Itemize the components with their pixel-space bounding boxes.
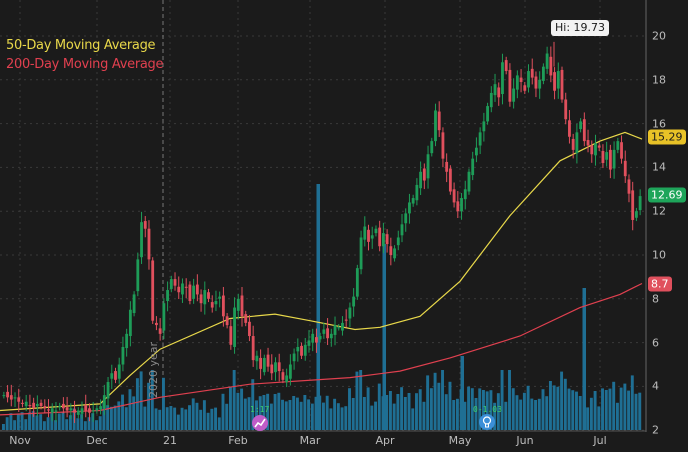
y-tick-label: 18: [652, 73, 666, 87]
year-divider-label: 2020 year: [147, 341, 160, 398]
y-tick-label: 8: [652, 292, 659, 306]
split-event-text: 1:17: [250, 405, 270, 414]
y-tick-label: 6: [652, 336, 659, 350]
y-tick-label: 2: [652, 423, 659, 437]
x-tick-label: May: [448, 434, 472, 447]
y-tick-label: 14: [652, 160, 666, 174]
x-tick-label: Dec: [86, 434, 108, 447]
x-tick-label: 21: [163, 434, 177, 447]
legend-ma200: 200-Day Moving Average: [6, 57, 164, 72]
last-price-badge: 12.69: [648, 187, 686, 203]
y-tick-label: 16: [652, 117, 666, 131]
split-event-marker[interactable]: [252, 415, 268, 431]
x-tick-label: Nov: [9, 434, 31, 447]
trend-icon: [254, 418, 266, 428]
x-tick-label: Mar: [299, 434, 321, 447]
high-price-tag: Hi: 19.73: [551, 20, 610, 36]
ma200-price-badge: 8.7: [648, 276, 672, 292]
chart-legend: 50-Day Moving Average 200-Day Moving Ave…: [6, 36, 164, 74]
y-tick-label: 12: [652, 204, 666, 218]
earnings-event-marker[interactable]: [479, 414, 495, 430]
y-tick-label: 10: [652, 248, 666, 262]
lightbulb-icon: [482, 416, 492, 428]
x-tick-label: Feb: [228, 434, 248, 447]
legend-ma50: 50-Day Moving Average: [6, 38, 156, 53]
x-tick-label: Apr: [375, 434, 395, 447]
y-tick-label: 20: [652, 29, 666, 43]
x-tick-label: Jul: [593, 434, 607, 447]
x-tick-label: Jun: [516, 434, 534, 447]
earnings-event-text: 0-1.03: [473, 405, 502, 414]
y-tick-label: 4: [652, 379, 659, 393]
ma50-price-badge: 15.29: [648, 129, 686, 145]
